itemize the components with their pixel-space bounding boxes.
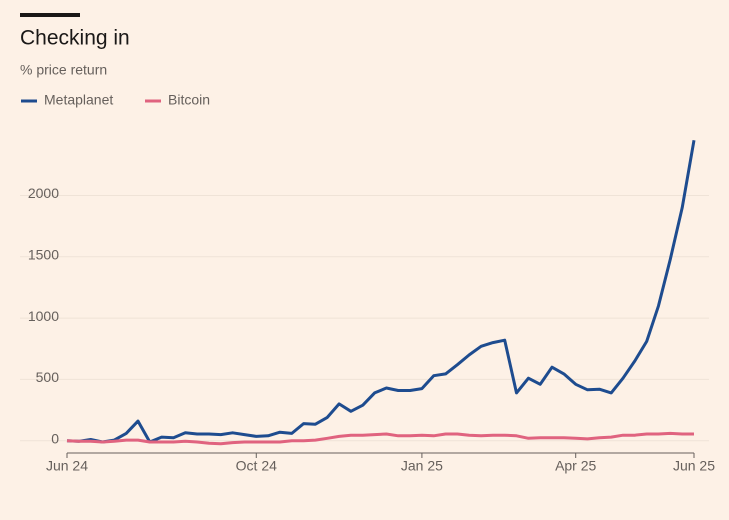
x-tick-label: Jun 25 [673, 458, 715, 474]
y-tick-label: 0 [51, 430, 59, 446]
chart-title: Checking in [20, 27, 130, 50]
x-tick-label: Jun 24 [46, 458, 88, 474]
y-tick-label: 2000 [28, 185, 59, 201]
series-line [66, 431, 694, 446]
legend: Metaplanet Bitcoin [21, 92, 210, 108]
series-line [66, 140, 696, 444]
legend-label: Bitcoin [168, 92, 210, 108]
title-bar [20, 13, 80, 17]
y-tick-label: 1500 [28, 246, 59, 262]
x-tick-label: Oct 24 [236, 458, 277, 474]
y-tick-label: 500 [36, 369, 60, 385]
chart-subtitle: % price return [20, 62, 107, 78]
x-tick-label: Jan 25 [401, 458, 443, 474]
x-tick-label: Apr 25 [555, 458, 596, 474]
y-tick-label: 1000 [28, 308, 59, 324]
legend-label: Metaplanet [44, 92, 113, 108]
